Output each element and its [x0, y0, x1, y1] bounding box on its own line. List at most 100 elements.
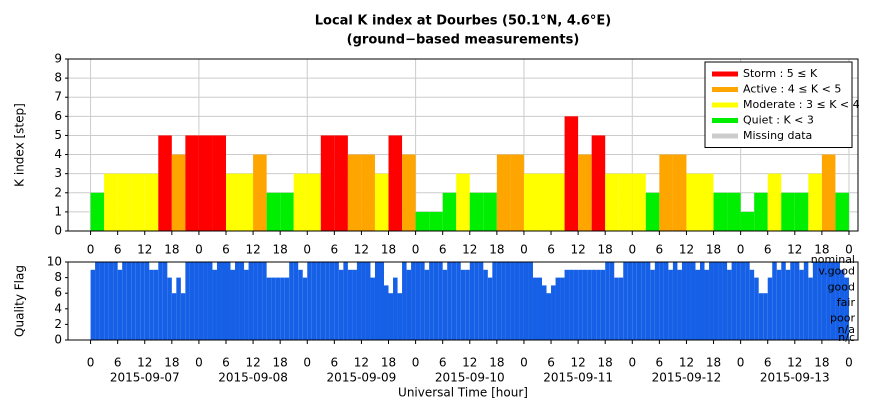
x-tick-label: 6	[222, 243, 230, 257]
x-tick-label: 18	[164, 356, 179, 370]
flag-label: good	[828, 280, 855, 293]
bar	[149, 269, 154, 340]
x-tick-label: 6	[547, 356, 555, 370]
bar	[429, 262, 434, 340]
bar	[700, 173, 714, 231]
bar	[763, 293, 768, 340]
chart-subtitle: (ground−based measurements)	[347, 33, 580, 48]
y-tick-label: 8	[54, 270, 62, 284]
bar	[248, 262, 254, 340]
bar	[654, 262, 660, 340]
bar	[307, 262, 312, 340]
bar	[510, 154, 524, 231]
bar	[663, 262, 669, 340]
bar	[117, 173, 132, 231]
bar	[275, 277, 281, 340]
bar	[329, 262, 335, 340]
bar	[95, 262, 100, 340]
bar	[785, 269, 791, 340]
bar	[397, 293, 403, 340]
x-tick-label: 12	[354, 243, 369, 257]
bar	[542, 285, 547, 340]
bar	[104, 262, 109, 340]
bar	[194, 262, 199, 340]
legend-label: Storm : 5 ≤ K	[743, 67, 818, 80]
x-tick-label: 18	[814, 356, 829, 370]
x-tick-label: 6	[439, 356, 447, 370]
bar	[555, 277, 561, 340]
date-label: 2015-09-07	[110, 371, 180, 385]
x-tick-label: 6	[222, 356, 230, 370]
bar	[546, 293, 552, 340]
flag-label: poor	[830, 312, 855, 325]
legend-label: Quiet : K < 3	[743, 114, 814, 127]
bar	[334, 262, 339, 340]
bar	[302, 277, 308, 340]
bar	[388, 135, 403, 231]
bar	[596, 269, 601, 340]
y-tick-label: 8	[54, 71, 62, 85]
bar	[90, 269, 96, 340]
bar	[108, 262, 114, 340]
legend-label: Active : 4 ≤ K < 5	[743, 83, 841, 96]
y-tick-label: 4	[54, 301, 62, 315]
bar	[311, 262, 317, 340]
bar	[736, 262, 741, 340]
bar	[496, 154, 511, 231]
bar	[821, 154, 836, 231]
bar	[614, 277, 619, 340]
bar	[325, 262, 330, 340]
bar	[298, 269, 303, 340]
y-tick-label: 4	[54, 147, 62, 161]
x-tick-label: 0	[303, 243, 311, 257]
date-label: 2015-09-12	[652, 371, 722, 385]
bar	[776, 269, 782, 340]
bar	[790, 262, 795, 340]
x-tick-label: 12	[679, 243, 694, 257]
bar	[361, 154, 375, 231]
bar	[627, 262, 633, 340]
bar	[781, 192, 795, 231]
bar	[700, 262, 705, 340]
x-tick-label: 12	[570, 243, 585, 257]
date-label: 2015-09-11	[543, 371, 613, 385]
bar	[442, 269, 448, 340]
bar	[189, 262, 195, 340]
bar	[221, 262, 226, 340]
bar	[415, 211, 430, 231]
bar	[519, 262, 524, 340]
x-tick-label: 18	[598, 356, 613, 370]
bar	[131, 173, 145, 231]
x-tick-label: 6	[114, 243, 122, 257]
bar	[808, 277, 813, 340]
bar	[122, 262, 127, 340]
bar	[171, 293, 177, 340]
bar	[384, 285, 389, 340]
bar	[388, 293, 394, 340]
bar	[343, 262, 348, 340]
chart-title: Local K index at Dourbes (50.1°N, 4.6°E)	[315, 14, 612, 29]
bar	[131, 262, 136, 340]
bar	[171, 154, 186, 231]
bar	[469, 192, 484, 231]
bar	[523, 262, 529, 340]
x-tick-label: 0	[195, 356, 203, 370]
bar	[591, 135, 606, 231]
bar	[307, 173, 321, 231]
bar	[185, 262, 190, 340]
x-tick-label: 12	[137, 243, 152, 257]
bar	[393, 277, 398, 340]
x-tick-label: 6	[764, 356, 772, 370]
x-tick-label: 0	[303, 356, 311, 370]
bar	[812, 262, 818, 340]
bar	[772, 262, 777, 340]
bar	[740, 211, 755, 231]
bar	[180, 293, 186, 340]
bar	[253, 154, 267, 231]
x-tick-label: 0	[628, 356, 636, 370]
x-tick-label: 12	[787, 243, 802, 257]
bar	[158, 135, 172, 231]
y-tick-label: 0	[54, 224, 62, 238]
bar	[523, 173, 538, 231]
bar	[465, 269, 470, 340]
